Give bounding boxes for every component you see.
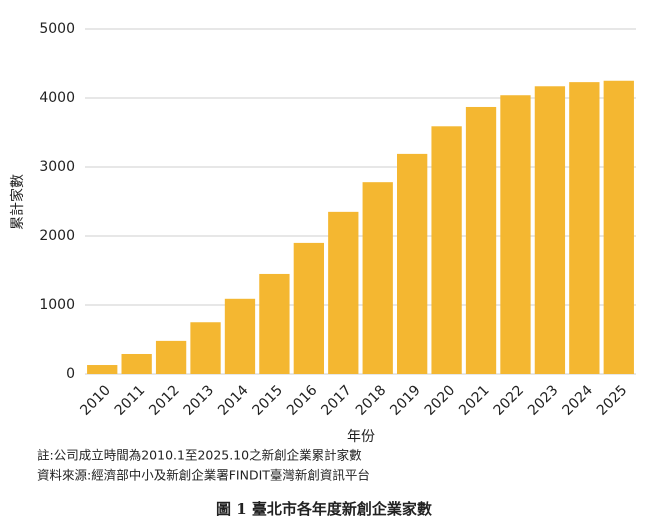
bar [259, 273, 290, 374]
bar [603, 80, 634, 374]
bar [569, 82, 600, 374]
bar [397, 153, 428, 374]
y-tick-label: 4000 [39, 90, 75, 106]
y-axis-title: 累計家數 [9, 174, 26, 230]
x-tick-label: 2013 [181, 382, 218, 419]
x-tick-label: 2016 [284, 382, 321, 419]
x-tick-label: 2018 [353, 382, 390, 419]
x-tick-label: 2015 [250, 382, 287, 419]
x-tick-label: 2025 [594, 382, 631, 419]
bar [121, 353, 152, 374]
y-tick-label: 1000 [39, 297, 75, 313]
x-tick-label: 2024 [559, 382, 596, 419]
x-tick-label: 2021 [456, 382, 493, 419]
x-tick-label: 2012 [146, 382, 183, 419]
bar [87, 365, 118, 374]
bar [224, 298, 256, 374]
x-tick-label: 2014 [215, 382, 252, 419]
bar [190, 322, 221, 374]
caption: 圖 1 臺北市各年度新創企業家數 [216, 500, 432, 518]
bar [362, 182, 393, 374]
bar [534, 86, 566, 375]
bar [293, 242, 324, 374]
x-tick-label: 2017 [318, 382, 355, 419]
note: 資料來源:經濟部中小及新創企業署FINDIT臺灣新創資訊平台 [37, 468, 370, 483]
bar [465, 106, 497, 374]
bar [155, 340, 187, 374]
y-tick-label: 0 [66, 366, 75, 382]
x-tick-label: 2019 [387, 382, 424, 419]
x-tick-label: 2022 [491, 382, 528, 419]
y-tick-label: 3000 [39, 159, 75, 175]
bar [500, 95, 531, 375]
x-axis-title: 年份 [347, 429, 375, 445]
bar [328, 211, 359, 374]
x-tick-label: 2023 [525, 382, 562, 419]
x-tick-label: 2020 [422, 382, 459, 419]
note: 註:公司成立時間為2010.1至2025.10之新創企業累計家數 [37, 448, 362, 463]
x-tick-label: 2010 [77, 382, 114, 419]
x-tick-label: 2011 [112, 382, 149, 419]
y-tick-label: 2000 [39, 228, 75, 244]
y-tick-label: 5000 [39, 21, 75, 37]
bar [431, 126, 462, 374]
